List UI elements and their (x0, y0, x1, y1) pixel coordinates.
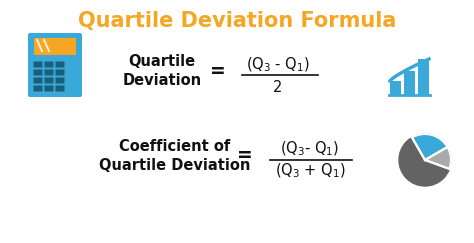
Circle shape (399, 134, 451, 186)
FancyBboxPatch shape (45, 61, 54, 68)
FancyBboxPatch shape (34, 61, 43, 68)
Text: Coefficient of
Quartile Deviation: Coefficient of Quartile Deviation (100, 139, 251, 174)
Text: (Q$_3$ + Q$_1$): (Q$_3$ + Q$_1$) (274, 162, 346, 180)
FancyBboxPatch shape (55, 61, 64, 68)
Text: 2: 2 (273, 79, 283, 95)
Text: Quartile Deviation Formula: Quartile Deviation Formula (78, 11, 396, 31)
FancyBboxPatch shape (28, 33, 82, 97)
FancyBboxPatch shape (34, 86, 43, 92)
FancyBboxPatch shape (55, 86, 64, 92)
Text: =: = (237, 147, 253, 165)
Text: (Q$_3$- Q$_1$): (Q$_3$- Q$_1$) (280, 140, 340, 158)
Text: =: = (210, 61, 226, 80)
Wedge shape (425, 147, 451, 169)
Bar (390, 81, 401, 95)
FancyBboxPatch shape (45, 86, 54, 92)
FancyBboxPatch shape (45, 78, 54, 84)
Text: Quartile
Deviation: Quartile Deviation (122, 54, 201, 88)
FancyBboxPatch shape (34, 38, 76, 55)
FancyBboxPatch shape (45, 69, 54, 76)
FancyBboxPatch shape (34, 69, 43, 76)
Bar (404, 71, 415, 95)
FancyBboxPatch shape (55, 78, 64, 84)
Bar (418, 59, 429, 95)
FancyBboxPatch shape (34, 78, 43, 84)
FancyBboxPatch shape (55, 69, 64, 76)
Wedge shape (412, 134, 447, 160)
Text: (Q$_3$ - Q$_1$): (Q$_3$ - Q$_1$) (246, 56, 310, 74)
